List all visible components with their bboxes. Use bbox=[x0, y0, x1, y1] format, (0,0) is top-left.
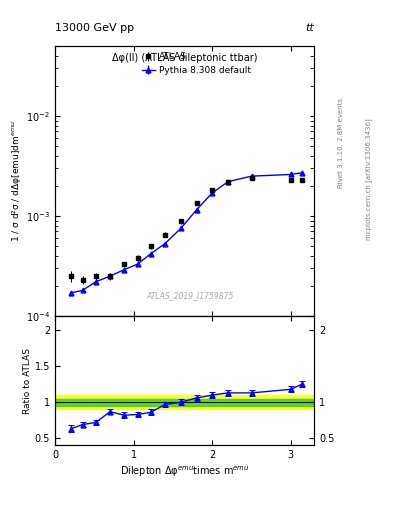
Y-axis label: Ratio to ATLAS: Ratio to ATLAS bbox=[23, 348, 32, 414]
Text: Δφ(ll) (ATLAS dileptonic ttbar): Δφ(ll) (ATLAS dileptonic ttbar) bbox=[112, 53, 257, 63]
X-axis label: Dilepton Δφ$^{emu}$times m$^{emu}$: Dilepton Δφ$^{emu}$times m$^{emu}$ bbox=[120, 464, 250, 479]
Text: Rivet 3.1.10, 2.8M events: Rivet 3.1.10, 2.8M events bbox=[338, 98, 344, 188]
Text: mcplots.cern.ch [arXiv:1306.3436]: mcplots.cern.ch [arXiv:1306.3436] bbox=[365, 118, 372, 240]
Y-axis label: 1 / σ d²σ / dΔφ[emu]dm$^{emu}$: 1 / σ d²σ / dΔφ[emu]dm$^{emu}$ bbox=[10, 120, 23, 242]
Text: ATLAS_2019_I1759875: ATLAS_2019_I1759875 bbox=[146, 291, 233, 300]
Legend: ATLAS, Pythia 8.308 default: ATLAS, Pythia 8.308 default bbox=[138, 49, 254, 78]
Text: 13000 GeV pp: 13000 GeV pp bbox=[55, 23, 134, 33]
Text: tt: tt bbox=[306, 23, 314, 33]
